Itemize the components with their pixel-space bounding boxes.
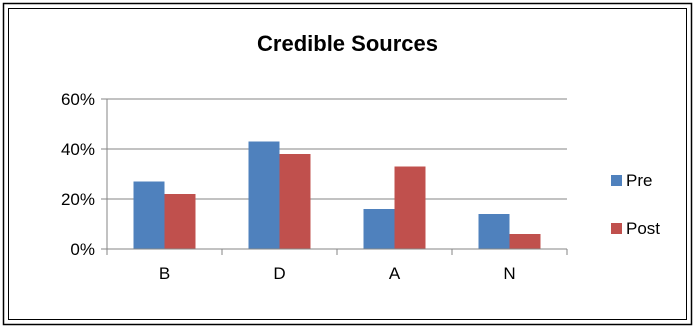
y-tick-label: 60%: [61, 90, 95, 109]
x-tick-label: D: [273, 264, 285, 283]
axis-layer: 0% 20% 40% 60% B D A N: [61, 90, 568, 283]
y-tick-label: 0%: [70, 240, 95, 259]
bar-post-n: [509, 234, 541, 249]
y-tick-label: 20%: [61, 190, 95, 209]
legend-swatch-pre: [611, 175, 622, 186]
bar-post-b: [164, 194, 196, 249]
bar-layer: [133, 141, 541, 249]
legend-label-post: Post: [626, 219, 660, 238]
legend-label-pre: Pre: [626, 171, 652, 190]
bar-pre-d: [248, 141, 280, 249]
x-tick-label: B: [159, 264, 170, 283]
x-tick-label: A: [389, 264, 401, 283]
chart-border: [8, 8, 687, 320]
bar-post-d: [279, 154, 311, 249]
bar-pre-b: [133, 181, 165, 249]
bar-pre-n: [478, 214, 510, 249]
chart-title: Credible Sources: [257, 31, 438, 56]
bar-post-a: [394, 166, 426, 249]
bar-pre-a: [363, 209, 395, 249]
x-tick-label: N: [503, 264, 515, 283]
legend: Pre Post: [611, 171, 660, 238]
legend-swatch-post: [611, 223, 622, 234]
y-tick-label: 40%: [61, 140, 95, 159]
